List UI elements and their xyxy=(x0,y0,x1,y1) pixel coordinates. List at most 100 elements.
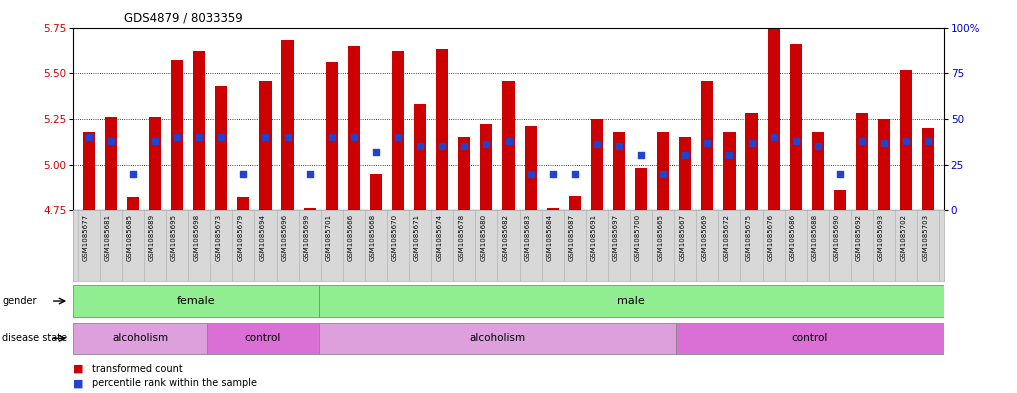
Point xyxy=(125,171,141,177)
Text: GSM1085702: GSM1085702 xyxy=(900,214,906,261)
Text: GSM1085665: GSM1085665 xyxy=(657,214,663,261)
Point xyxy=(633,152,649,159)
Bar xyxy=(922,128,935,210)
Text: GSM1085690: GSM1085690 xyxy=(834,214,840,261)
Point xyxy=(500,138,517,144)
Bar xyxy=(193,51,205,210)
Point xyxy=(457,143,473,149)
Bar xyxy=(392,51,404,210)
Text: GSM1085695: GSM1085695 xyxy=(171,214,177,261)
Text: GDS4879 / 8033359: GDS4879 / 8033359 xyxy=(124,12,243,25)
Bar xyxy=(502,81,515,210)
Point xyxy=(301,171,317,177)
Text: GSM1085703: GSM1085703 xyxy=(922,214,929,261)
Bar xyxy=(318,285,944,317)
Point xyxy=(854,138,871,144)
Bar xyxy=(702,81,714,210)
Point xyxy=(700,140,716,146)
Point xyxy=(544,171,560,177)
Bar xyxy=(657,132,669,210)
Text: GSM1085687: GSM1085687 xyxy=(569,214,575,261)
Bar xyxy=(723,132,735,210)
Text: GSM1085692: GSM1085692 xyxy=(856,214,862,261)
Bar xyxy=(325,62,338,210)
Text: GSM1085677: GSM1085677 xyxy=(82,214,88,261)
Text: GSM1085683: GSM1085683 xyxy=(525,214,531,261)
Bar xyxy=(370,174,382,210)
Text: GSM1085670: GSM1085670 xyxy=(392,214,398,261)
Text: GSM1085668: GSM1085668 xyxy=(370,214,376,261)
Text: GSM1085672: GSM1085672 xyxy=(723,214,729,261)
Text: male: male xyxy=(617,296,645,306)
Bar xyxy=(237,197,249,210)
Text: control: control xyxy=(791,333,828,343)
Bar xyxy=(812,132,824,210)
Bar xyxy=(569,196,581,210)
Text: GSM1085686: GSM1085686 xyxy=(790,214,795,261)
Point xyxy=(368,149,384,155)
Bar xyxy=(459,137,471,210)
Bar xyxy=(900,70,912,210)
Text: GSM1085678: GSM1085678 xyxy=(459,214,465,261)
Point xyxy=(191,134,207,140)
Point xyxy=(434,143,451,149)
Bar xyxy=(216,86,228,210)
Text: GSM1085667: GSM1085667 xyxy=(679,214,685,261)
Bar xyxy=(282,40,294,210)
Text: GSM1085700: GSM1085700 xyxy=(635,214,641,261)
Point xyxy=(655,171,671,177)
Text: GSM1085699: GSM1085699 xyxy=(304,214,309,261)
Bar xyxy=(768,29,780,210)
Text: GSM1085696: GSM1085696 xyxy=(282,214,288,261)
Text: GSM1085671: GSM1085671 xyxy=(414,214,420,261)
Bar xyxy=(318,323,676,354)
Bar xyxy=(679,137,692,210)
Bar xyxy=(480,124,492,210)
Point xyxy=(920,138,937,144)
Text: ■: ■ xyxy=(73,378,83,388)
Bar xyxy=(303,208,315,210)
Point xyxy=(810,143,826,149)
Text: percentile rank within the sample: percentile rank within the sample xyxy=(92,378,256,388)
Text: GSM1085698: GSM1085698 xyxy=(193,214,199,261)
Bar xyxy=(82,132,95,210)
Bar xyxy=(525,126,537,210)
Point xyxy=(787,138,803,144)
Point xyxy=(523,171,539,177)
Bar xyxy=(127,197,139,210)
Point xyxy=(214,134,230,140)
Point xyxy=(257,134,274,140)
Bar xyxy=(676,323,944,354)
Text: GSM1085680: GSM1085680 xyxy=(480,214,486,261)
Bar xyxy=(789,44,801,210)
Text: GSM1085691: GSM1085691 xyxy=(591,214,597,261)
Text: control: control xyxy=(245,333,281,343)
Point xyxy=(876,140,892,146)
Point xyxy=(80,134,97,140)
Bar xyxy=(73,285,318,317)
Bar xyxy=(878,119,890,210)
Bar xyxy=(613,132,625,210)
Text: GSM1085666: GSM1085666 xyxy=(348,214,354,261)
Text: GSM1085676: GSM1085676 xyxy=(768,214,774,261)
Bar xyxy=(105,117,117,210)
Text: GSM1085674: GSM1085674 xyxy=(436,214,442,261)
Point xyxy=(478,141,494,148)
Text: GSM1085693: GSM1085693 xyxy=(878,214,884,261)
Bar xyxy=(414,104,426,210)
Text: disease state: disease state xyxy=(2,333,67,343)
Text: GSM1085694: GSM1085694 xyxy=(259,214,265,261)
Text: GSM1085685: GSM1085685 xyxy=(127,214,133,261)
Point xyxy=(146,138,163,144)
Text: GSM1085689: GSM1085689 xyxy=(148,214,155,261)
Text: GSM1085697: GSM1085697 xyxy=(613,214,619,261)
Text: GSM1085701: GSM1085701 xyxy=(325,214,332,261)
Bar xyxy=(834,190,846,210)
Text: female: female xyxy=(177,296,216,306)
Text: gender: gender xyxy=(2,296,37,306)
Point xyxy=(390,134,406,140)
Point xyxy=(721,152,737,159)
Bar xyxy=(591,119,603,210)
Point xyxy=(103,138,119,144)
Point xyxy=(898,138,914,144)
